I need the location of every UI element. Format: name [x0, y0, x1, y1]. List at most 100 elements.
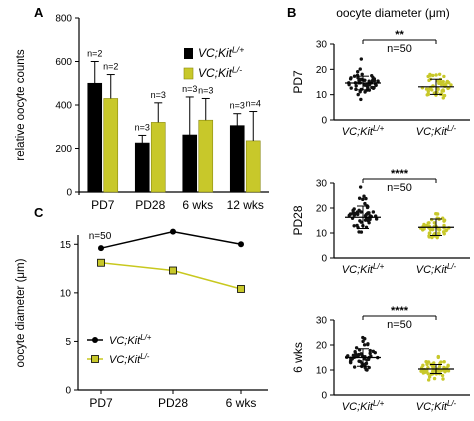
b-y-tick-label: 30 [316, 179, 328, 190]
b-data-point [437, 231, 441, 235]
b-data-point [425, 369, 429, 373]
c-point-control [98, 245, 104, 252]
b-data-point [359, 57, 364, 61]
b-data-point [355, 70, 360, 74]
b-data-point [359, 230, 364, 234]
b-group-label: VC;KitL/+ [342, 124, 385, 138]
a-n-label: n=3 [198, 85, 213, 95]
a-n-label: n=2 [87, 49, 102, 59]
a-y-tick-label: 200 [55, 144, 72, 155]
b-data-point [432, 221, 437, 225]
b-data-point [372, 78, 377, 83]
b-data-point [422, 222, 426, 227]
c-legend-label-mutant-sup: L/- [140, 352, 150, 361]
a-bar [87, 82, 103, 193]
panel-letter-a: A [34, 5, 44, 20]
a-y-label: relative oocyte counts [15, 49, 27, 160]
a-bar [229, 125, 245, 193]
b-data-point [349, 86, 353, 90]
c-legend-label-mutant-base: VC;Kit [109, 354, 141, 366]
b-significance: **** [391, 168, 409, 180]
b-data-point [346, 354, 350, 358]
panel-a-axes: 0 200 400 600 800 relative oocyte counts PD7 PD… [15, 14, 269, 212]
b-data-point [367, 79, 371, 83]
b-data-point [367, 211, 371, 215]
b-data-point [429, 217, 434, 222]
b-data-point [420, 228, 425, 232]
c-legend-marker-control [92, 337, 98, 343]
b-significance: **** [391, 305, 409, 317]
a-n-label: n=3 [151, 90, 166, 100]
b-data-point [425, 93, 429, 97]
b-data-point [441, 79, 445, 84]
b-data-point [352, 224, 356, 228]
b-data-point [356, 212, 360, 217]
panel-a-bars: n=2n=2n=3n=3n=3 n=3n=3 n=4 [87, 49, 261, 193]
b-data-point [354, 87, 358, 92]
a-legend-label-mutant-base: VC;Kit [198, 66, 233, 80]
b-group-label-base: VC;Kit [342, 264, 374, 276]
b-data-point [437, 81, 441, 86]
c-y-label: oocyte diameter (μm) [15, 258, 27, 367]
b-data-point [431, 73, 435, 78]
b-data-point [432, 376, 437, 381]
b-data-point [426, 74, 430, 79]
c-series-line [100, 230, 242, 249]
b-data-point [426, 89, 430, 94]
b-data-point [446, 363, 450, 368]
b-data-point [370, 73, 374, 78]
a-category-label: 6 wks [182, 198, 213, 212]
b-data-point [357, 196, 362, 200]
a-n-label: n=3 [182, 84, 197, 94]
b-data-point [437, 72, 442, 76]
c-legend-label-control-base: VC;Kit [109, 335, 141, 347]
b-data-point [366, 86, 370, 90]
b-data-point [364, 367, 368, 372]
b-data-point [364, 361, 369, 366]
b-data-point [374, 217, 379, 221]
b-n-label: n=50 [387, 43, 412, 55]
b-data-point [354, 353, 358, 358]
a-legend-label-control-sup: L/+ [232, 44, 244, 54]
c-point-control [238, 241, 244, 248]
b-data-point [364, 196, 368, 201]
b-data-point [362, 343, 367, 347]
c-y-tick-label: 15 [60, 240, 72, 251]
b-data-point [437, 227, 442, 232]
b-data-point [440, 89, 444, 93]
b-data-point [427, 87, 432, 91]
a-legend-label-control: VC;KitL/+ [198, 44, 244, 60]
b-data-point [372, 85, 376, 90]
c-legend-label-mutant: VC;KitL/- [109, 352, 150, 366]
a-bar [198, 119, 214, 193]
b-data-point [359, 220, 363, 224]
panel-c-plot: 0 5 10 15 PD7 PD28 6 wks oocyte diameter (μm) n=… [15, 228, 268, 410]
a-n-label: n=2 [103, 62, 118, 72]
b-group-label-base: VC;Kit [342, 126, 374, 138]
a-y-tick-label: 600 [55, 57, 72, 68]
a-y-tick-label: 400 [55, 101, 72, 112]
a-bar [150, 122, 166, 193]
c-point-mutant [97, 258, 105, 267]
a-legend-label-mutant: VC;KitL/- [198, 64, 242, 80]
b-data-point [421, 363, 425, 368]
panel-a-legend: VC;KitL/+VC;KitL/- [183, 44, 244, 80]
b-data-point [361, 339, 365, 344]
b-data-point [368, 348, 372, 353]
b-significance: ** [395, 29, 404, 41]
b-data-point [435, 79, 440, 83]
b-data-point [441, 377, 445, 381]
b-n-label: n=50 [387, 319, 412, 331]
b-data-point [449, 83, 453, 87]
b-data-point [348, 212, 353, 216]
b-y-tick-label: 30 [316, 316, 328, 327]
c-legend-label-control-sup: L/+ [140, 333, 152, 342]
c-point-mutant [237, 285, 245, 293]
a-bar [134, 142, 150, 193]
c-legend-marker-mutant [91, 355, 99, 363]
b-group-label: VC;KitL/- [416, 399, 457, 413]
b-y-label: 6 wks [291, 342, 305, 373]
b-data-point [424, 87, 429, 91]
